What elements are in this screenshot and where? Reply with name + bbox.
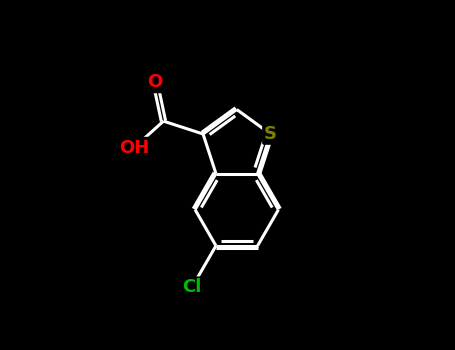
Text: O: O [147, 74, 163, 91]
Text: S: S [264, 125, 277, 143]
Text: Cl: Cl [182, 278, 202, 296]
Text: OH: OH [119, 139, 149, 156]
